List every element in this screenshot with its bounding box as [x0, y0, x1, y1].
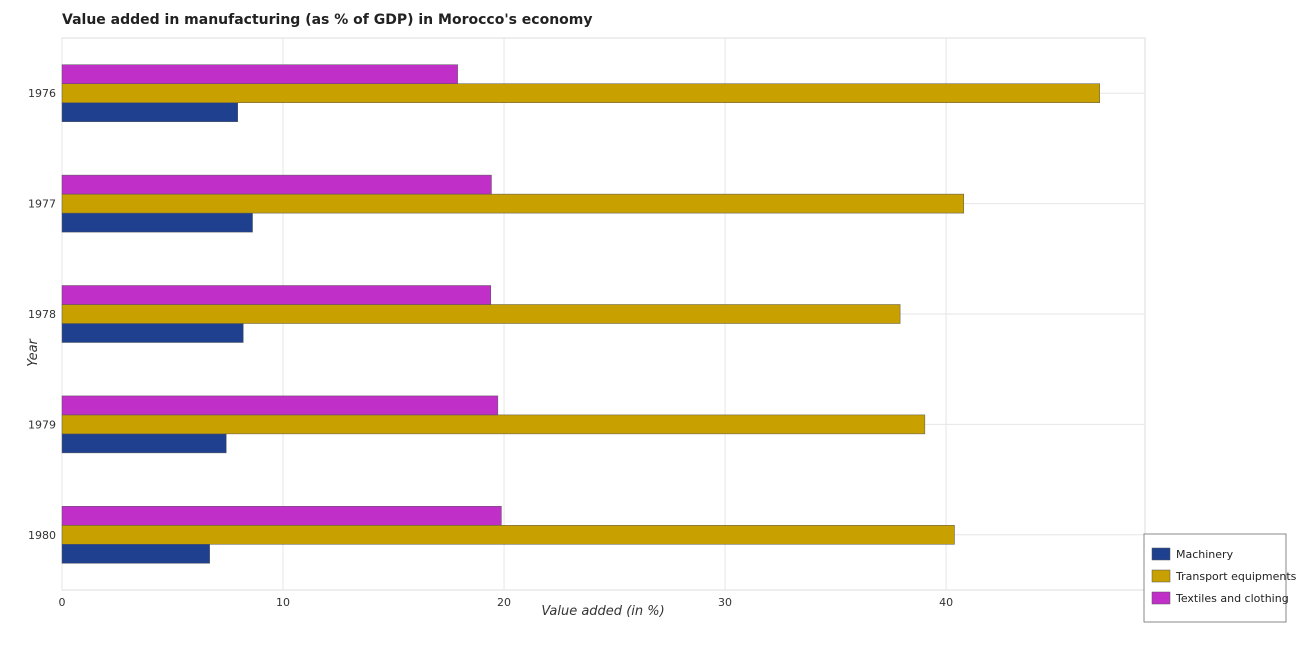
bar-transport-equipments-1980 [61, 525, 955, 545]
y-tick-label: 1979 [28, 418, 56, 431]
bar-transport-equipments-1979 [61, 414, 926, 435]
bar-transport-equipments-1978 [61, 304, 901, 324]
y-axis-label: Year [26, 337, 41, 366]
bar-machinery-1978 [61, 323, 244, 343]
legend-label: Transport equipments [1175, 570, 1296, 583]
legend-swatch [1151, 591, 1171, 605]
bar-machinery-1979 [61, 433, 227, 454]
bars [61, 64, 1100, 564]
legend-swatch [1151, 569, 1171, 583]
x-tick-label: 10 [276, 596, 290, 609]
bar-machinery-1977 [61, 212, 253, 233]
bar-transport-equipments-1976 [61, 83, 1100, 103]
y-tick-label: 1980 [28, 529, 56, 542]
x-axis-label: Value added (in %) [541, 604, 664, 619]
x-tick-label: 30 [718, 596, 732, 609]
chart-title: Value added in manufacturing (as % of GD… [62, 12, 593, 28]
x-tick-label: 40 [939, 596, 953, 609]
ticks: 0 10 20 30 40 1976 1977 1978 1979 1980 [28, 87, 953, 609]
legend-swatch [1151, 547, 1171, 561]
legend-label: Machinery [1176, 548, 1234, 561]
bar-textiles-and-clothing-1980 [61, 506, 502, 526]
bar-textiles-and-clothing-1976 [61, 64, 458, 84]
bar-machinery-1976 [61, 102, 238, 122]
y-tick-label: 1977 [28, 198, 56, 211]
bar-textiles-and-clothing-1979 [61, 395, 499, 416]
legend: Machinery Transport equipments Textiles an… [1143, 533, 1296, 623]
y-tick-label: 1976 [28, 87, 56, 100]
bar-machinery-1980 [61, 544, 210, 564]
bar-textiles-and-clothing-1978 [61, 285, 492, 305]
bar-transport-equipments-1977 [61, 193, 965, 214]
x-tick-label: 20 [497, 596, 511, 609]
y-tick-label: 1978 [28, 308, 56, 321]
bar-textiles-and-clothing-1977 [61, 174, 492, 195]
legend-label: Textiles and clothing [1175, 592, 1289, 605]
x-tick-label: 0 [59, 596, 66, 609]
